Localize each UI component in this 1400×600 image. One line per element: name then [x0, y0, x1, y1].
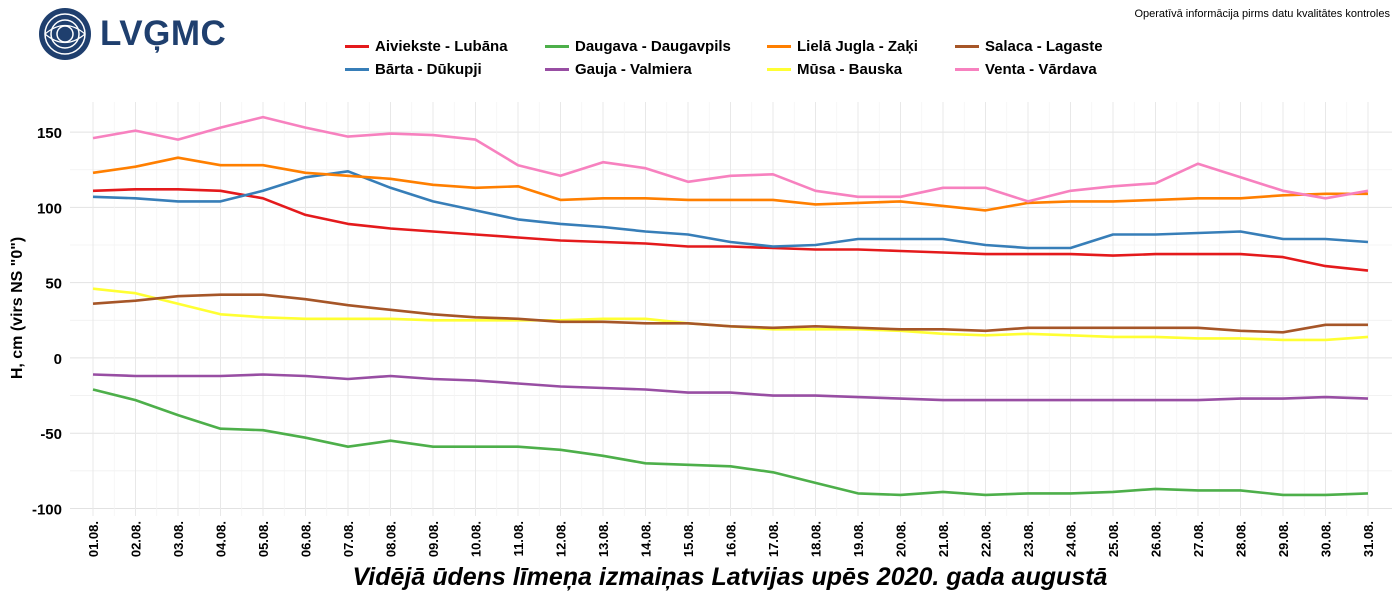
- legend-swatch: [955, 68, 979, 71]
- x-tick-label: 28.08.: [1234, 521, 1249, 557]
- series-lines: [92, 115, 1369, 497]
- x-tick-label: 10.08.: [469, 521, 484, 557]
- series-line-daugava-daugavpils: [92, 388, 1369, 497]
- x-tick-label: 29.08.: [1276, 521, 1291, 557]
- y-tick-label: 50: [45, 276, 62, 293]
- x-tick-label: 11.08.: [511, 521, 526, 556]
- legend-label: Aiviekste - Lubāna: [375, 38, 508, 55]
- y-tick-label: 150: [37, 125, 62, 142]
- x-tick-label: 08.08.: [384, 521, 399, 557]
- y-tick-label: -50: [40, 426, 62, 443]
- x-tick-label: 03.08.: [171, 521, 186, 557]
- legend-label: Lielā Jugla - Zaķi: [797, 38, 918, 55]
- legend-label: Salaca - Lagaste: [985, 38, 1103, 55]
- grid-lines: [70, 102, 1392, 516]
- legend-item: Lielā Jugla - Zaķi: [767, 38, 918, 55]
- legend-swatch: [955, 45, 979, 48]
- x-tick-label: 19.08.: [851, 521, 866, 557]
- legend-item: Venta - Vārdava: [955, 61, 1097, 78]
- legend-swatch: [345, 68, 369, 71]
- legend-item: Mūsa - Bauska: [767, 61, 902, 78]
- series-line-venta-vārdava: [92, 115, 1369, 203]
- logo: LVĢMC: [38, 6, 226, 62]
- status-note: Operatīvā informācija pirms datu kvalitā…: [1134, 8, 1390, 20]
- series-line-gauja-valmiera: [92, 373, 1369, 402]
- x-tick-label: 02.08.: [129, 521, 144, 557]
- legend-item: Aiviekste - Lubāna: [345, 38, 508, 55]
- logo-globe-icon: [39, 8, 91, 60]
- logo-text: LVĢMC: [100, 14, 227, 53]
- x-tick-label: 27.08.: [1191, 521, 1206, 557]
- legend-label: Mūsa - Bauska: [797, 61, 903, 78]
- chart-title: Vidējā ūdens līmeņa izmaiņas Latvijas up…: [352, 563, 1108, 591]
- x-tick-label: 20.08.: [894, 521, 909, 557]
- legend-label: Daugava - Daugavpils: [575, 38, 731, 55]
- y-axis-ticks: 150 100 50 0 -50 -100: [32, 125, 62, 518]
- x-tick-label: 15.08.: [681, 521, 696, 557]
- x-tick-label: 05.08.: [256, 521, 271, 557]
- x-tick-label: 25.08.: [1106, 521, 1121, 557]
- legend-item: Daugava - Daugavpils: [545, 38, 731, 55]
- series-line-aiviekste-lubāna: [92, 188, 1369, 272]
- legend-swatch: [545, 68, 569, 71]
- x-tick-label: 17.08.: [766, 521, 781, 557]
- x-tick-label: 24.08.: [1064, 521, 1079, 557]
- x-tick-label: 21.08.: [936, 521, 951, 557]
- x-tick-label: 18.08.: [809, 521, 824, 557]
- x-tick-label: 16.08.: [724, 521, 739, 557]
- legend-item: Bārta - Dūkupji: [345, 61, 482, 78]
- y-tick-label: 0: [54, 351, 62, 368]
- x-tick-label: 31.08.: [1361, 521, 1376, 557]
- x-tick-label: 13.08.: [596, 521, 611, 557]
- x-tick-label: 01.08.: [86, 521, 101, 557]
- series-line-salaca-lagaste: [92, 293, 1368, 334]
- legend-label: Venta - Vārdava: [985, 61, 1097, 78]
- x-tick-label: 22.08.: [979, 521, 994, 557]
- legend-label: Bārta - Dūkupji: [375, 61, 482, 78]
- x-tick-label: 07.08.: [341, 521, 356, 557]
- x-tick-label: 06.08.: [299, 521, 314, 557]
- x-tick-label: 23.08.: [1021, 521, 1036, 557]
- x-tick-label: 26.08.: [1149, 521, 1164, 557]
- legend-item: Gauja - Valmiera: [545, 61, 692, 78]
- series-line-lielā-jugla-zaķi: [92, 156, 1368, 212]
- legend-swatch: [345, 45, 369, 48]
- legend-item: Salaca - Lagaste: [955, 38, 1103, 55]
- x-tick-label: 04.08.: [214, 521, 229, 557]
- legend-swatch: [767, 68, 791, 71]
- y-tick-label: -100: [32, 501, 62, 518]
- series-line-bārta-dūkupji: [92, 170, 1369, 250]
- legend-label: Gauja - Valmiera: [575, 61, 692, 78]
- y-axis-label: H, cm (virs NS "0"): [9, 237, 26, 379]
- x-tick-label: 09.08.: [426, 521, 441, 557]
- x-tick-label: 12.08.: [554, 521, 569, 557]
- x-tick-label: 14.08.: [639, 521, 654, 557]
- legend-swatch: [545, 45, 569, 48]
- y-tick-label: 100: [37, 200, 62, 217]
- legend-swatch: [767, 45, 791, 48]
- x-tick-label: 30.08.: [1319, 521, 1334, 557]
- x-axis-ticks: 01.08. 02.08. 03.08. 04.08. 05.08. 06.08. 07.0…: [86, 521, 1376, 557]
